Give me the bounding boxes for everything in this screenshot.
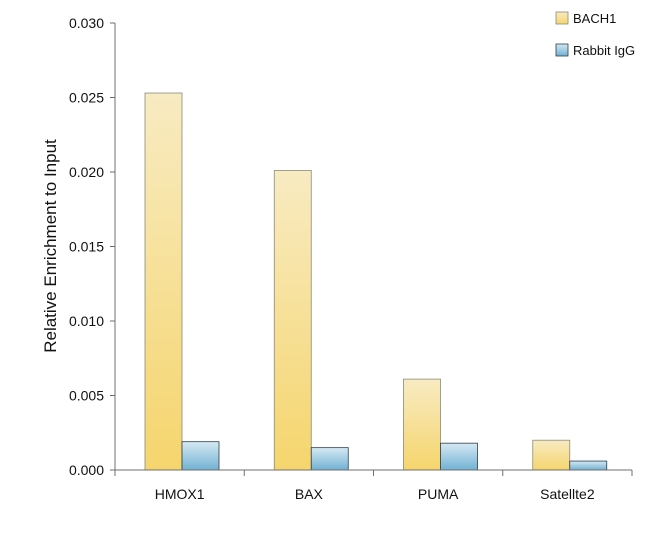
x-axis-ticks: HMOX1 BAX PUMA Satellte2 (114, 470, 633, 502)
y-tick-label: 0.005 (69, 388, 104, 404)
x-tick-label: PUMA (418, 486, 459, 502)
legend-label: Rabbit IgG (573, 43, 635, 58)
x-tick-label: HMOX1 (155, 486, 205, 502)
y-tick-label: 0.030 (69, 15, 104, 31)
x-tick-label: Satellte2 (540, 486, 595, 502)
bar-rabbit-igg-satellte2 (569, 460, 608, 471)
x-tick-label: BAX (295, 486, 324, 502)
bar-bach1-bax (273, 170, 312, 471)
y-tick-label: 0.025 (69, 90, 104, 106)
y-tick-label: 0.000 (69, 462, 104, 478)
y-tick-label: 0.015 (69, 239, 104, 255)
bar-rabbit-igg-hmox1 (181, 441, 220, 471)
bars-layer (144, 92, 608, 471)
legend-swatch-bach1 (555, 11, 569, 25)
y-tick-label: 0.010 (69, 313, 104, 329)
y-axis-title: Relative Enrichment to Input (41, 139, 60, 353)
bar-rabbit-igg-bax (310, 447, 349, 471)
y-tick-label: 0.020 (69, 164, 104, 180)
bar-rabbit-igg-puma (440, 442, 478, 471)
bar-bach1-satellte2 (532, 439, 571, 471)
bar-bach1-puma (403, 378, 441, 471)
legend: BACH1 Rabbit IgG (555, 11, 635, 58)
legend-label: BACH1 (573, 11, 616, 26)
y-axis-ticks: 0.000 0.005 0.010 0.015 0.020 0.025 0.030 (69, 15, 115, 478)
legend-swatch-rabbit-igg (555, 43, 569, 57)
bar-bach1-hmox1 (144, 92, 183, 471)
